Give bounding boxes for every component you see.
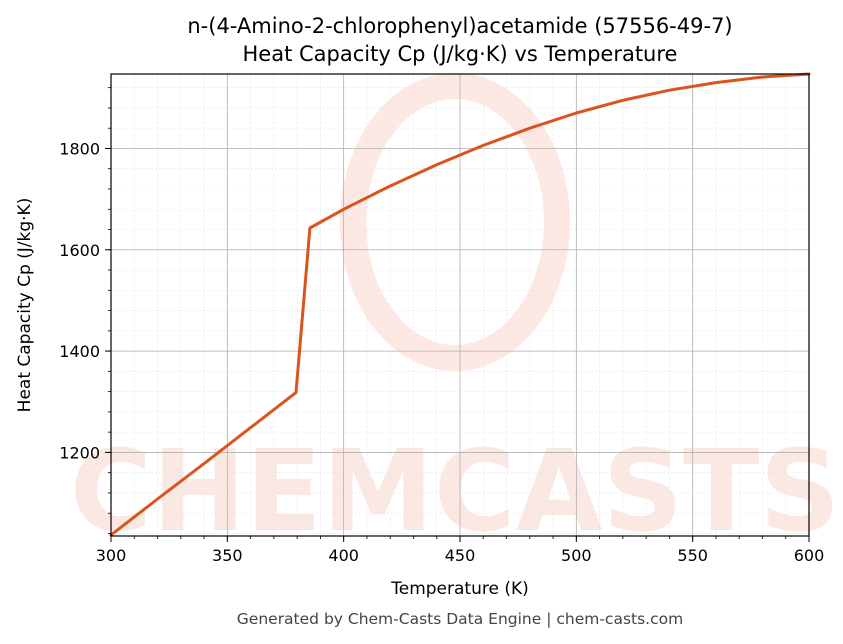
x-tick-label: 500 — [561, 546, 592, 565]
x-axis-label: Temperature (K) — [390, 579, 529, 599]
x-tick-label: 350 — [212, 546, 243, 565]
x-axis: 300 350 400 450 500 550 600 — [96, 536, 825, 565]
y-axis-label: Heat Capacity Cp (J/kg·K) — [15, 198, 35, 413]
watermark-logo — [340, 73, 570, 371]
y-tick-label: 1200 — [59, 443, 100, 462]
x-tick-label: 450 — [445, 546, 476, 565]
series-line-heat-capacity — [109, 72, 811, 537]
y-tick-label: 1600 — [59, 241, 100, 260]
x-tick-label: 550 — [677, 546, 708, 565]
chart-title-line1: n-(4-Amino-2-chlorophenyl)acetamide (575… — [187, 14, 732, 38]
footer-text: Generated by Chem-Casts Data Engine | ch… — [237, 610, 683, 628]
plot-area — [109, 72, 811, 537]
y-tick-label: 1400 — [59, 342, 100, 361]
chart-title-line2: Heat Capacity Cp (J/kg·K) vs Temperature — [243, 42, 678, 66]
y-axis: 1200 1400 1600 1800 — [59, 87, 111, 534]
x-tick-label: 300 — [96, 546, 127, 565]
watermark: CHEMCASTS — [70, 73, 841, 557]
x-tick-label: 400 — [328, 546, 359, 565]
x-tick-label: 600 — [794, 546, 825, 565]
watermark-text: CHEMCASTS — [70, 427, 841, 557]
y-tick-label: 1800 — [59, 139, 100, 158]
